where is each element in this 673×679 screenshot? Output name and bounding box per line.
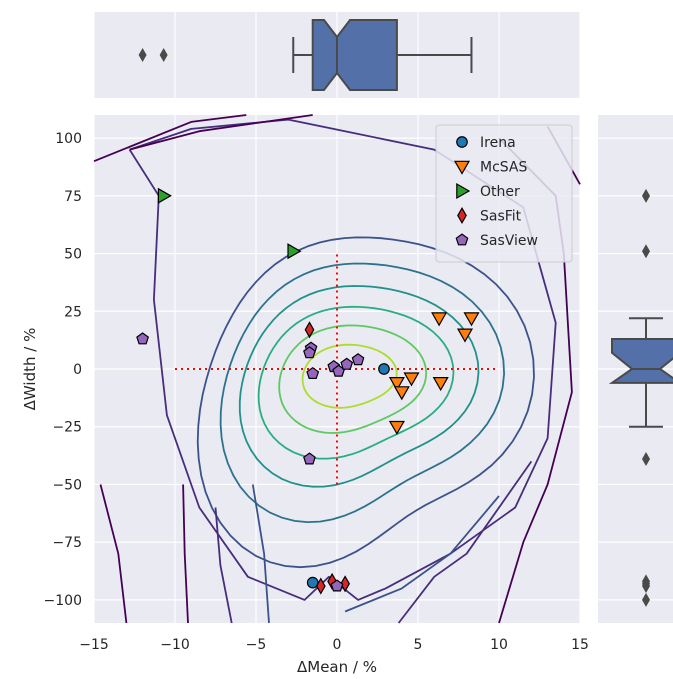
data-point-mcsas <box>388 377 405 392</box>
y-tick-label: −25 <box>52 420 82 436</box>
kde-contour <box>128 118 557 601</box>
data-point-sasview <box>136 332 150 345</box>
scatter-points <box>136 187 480 595</box>
legend-label-sasview: SasView <box>480 233 538 249</box>
kde-contour <box>397 460 533 624</box>
kde-contour <box>182 484 189 624</box>
outlier-marker <box>159 48 168 62</box>
outlier-marker <box>642 452 650 467</box>
kde-contour <box>344 495 500 613</box>
x-tick-label: 10 <box>490 637 508 653</box>
data-point-sasfit <box>340 575 350 593</box>
data-point-sasview <box>340 357 354 370</box>
data-point-sasfit <box>315 577 326 595</box>
kde-contour <box>301 343 398 409</box>
x-tick-label: 15 <box>571 637 589 653</box>
y-axis-ticks: −100 −75 −50 −25 0 25 50 75 100 <box>44 131 82 609</box>
data-point-sasview <box>330 579 344 592</box>
outlier-marker <box>642 592 650 607</box>
data-point-mcsas <box>463 312 480 327</box>
data-point-sasview <box>303 452 316 465</box>
legend: Irena McSAS Other SasFit SasView <box>435 124 573 263</box>
x-tick-label: −10 <box>160 637 190 653</box>
data-point-mcsas <box>388 420 405 435</box>
kde-contour <box>99 484 128 624</box>
box-body <box>608 338 673 384</box>
y-tick-label: 25 <box>64 304 82 320</box>
kde-contour <box>196 236 535 569</box>
data-point-sasview <box>303 346 316 359</box>
x-tick-label: 0 <box>333 637 342 653</box>
data-point-mcsas <box>432 377 449 392</box>
legend-label-sasfit: SasFit <box>480 209 522 225</box>
data-point-irena <box>378 363 390 375</box>
legend-label-irena: Irena <box>480 135 516 151</box>
legend-marker-sasview <box>455 233 469 246</box>
data-point-sasfit <box>327 572 337 591</box>
kde-contour <box>257 305 455 460</box>
data-point-sasview <box>306 366 320 379</box>
kde-contour <box>129 114 313 151</box>
outlier-marker <box>138 48 147 62</box>
legend-marker-irena <box>456 136 468 148</box>
outlier-marker <box>642 188 650 203</box>
kde-contour <box>278 324 428 434</box>
legend-label-other: Other <box>480 184 520 200</box>
legend-marker-mcsas <box>453 160 471 175</box>
y-tick-label: −50 <box>52 477 82 493</box>
data-point-sasfit <box>304 321 315 339</box>
kde-contour <box>93 114 247 163</box>
outlier-marker <box>642 244 650 259</box>
y-tick-label: −75 <box>52 535 82 551</box>
y-axis-label: ΔWidth / % <box>21 328 39 411</box>
kde-contour <box>251 484 270 624</box>
legend-marker-sasfit <box>457 206 467 225</box>
kde-contour <box>238 285 480 488</box>
y-tick-label: 0 <box>73 362 82 378</box>
data-point-mcsas <box>431 312 448 327</box>
x-axis-label: ΔMean / % <box>297 658 377 676</box>
outlier-marker <box>642 579 650 594</box>
kde-contour <box>214 507 233 624</box>
y-tick-label: 75 <box>64 189 82 205</box>
data-point-mcsas <box>456 328 474 343</box>
legend-marker-other <box>456 182 471 200</box>
kde-contour <box>219 262 506 524</box>
legend-label-mcsas: McSAS <box>480 160 528 176</box>
marginal-y-boxplot <box>608 188 673 607</box>
data-point-sasview <box>351 353 365 366</box>
legend-frame <box>435 124 573 263</box>
box-body <box>311 19 398 91</box>
y-tick-label: −100 <box>44 593 82 609</box>
x-tick-label: 5 <box>414 637 423 653</box>
y-tick-label: 100 <box>55 131 82 147</box>
x-axis-ticks: −15 −10 −5 0 5 10 15 <box>79 637 589 653</box>
y-tick-label: 50 <box>64 247 82 263</box>
x-tick-label: −15 <box>79 637 109 653</box>
data-point-mcsas <box>393 386 410 401</box>
x-tick-label: −5 <box>246 637 267 653</box>
data-point-other <box>287 243 302 260</box>
data-point-mcsas <box>403 372 420 387</box>
data-point-other <box>157 187 172 204</box>
marginal-x-boxplot <box>138 19 473 91</box>
